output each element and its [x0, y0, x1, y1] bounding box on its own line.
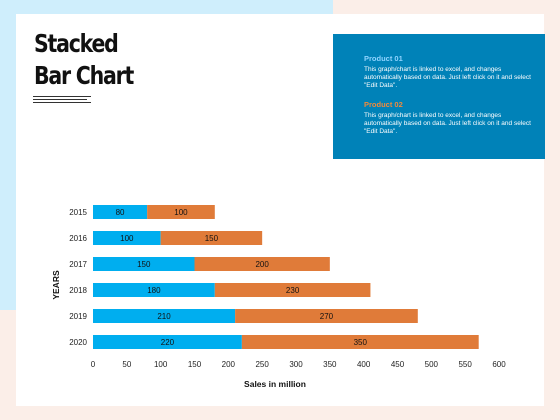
y-axis-label: YEARS [51, 270, 61, 300]
bar-segment-series-1 [93, 231, 161, 245]
bar-segment-series-2 [194, 257, 330, 271]
x-tick-label: 100 [154, 360, 168, 369]
y-tick-label: 2018 [69, 286, 87, 295]
product-1-text: This graph/chart is linked to excel, and… [364, 66, 531, 89]
bar-segment-series-1 [93, 257, 195, 271]
x-tick-label: 350 [323, 360, 337, 369]
product-1-heading: Product 01 [364, 54, 403, 63]
bar-segment-series-1 [93, 283, 215, 297]
x-tick-label: 550 [458, 360, 472, 369]
x-tick-label: 500 [425, 360, 439, 369]
bar-segment-series-2 [147, 205, 215, 219]
product-2-text: This graph/chart is linked to excel, and… [364, 112, 531, 135]
x-tick-label: 450 [391, 360, 405, 369]
bar-segment-series-1 [93, 335, 242, 349]
info-box: Product 01 This graph/chart is linked to… [333, 34, 545, 159]
data-label: 100 [174, 208, 188, 217]
data-label: 150 [137, 260, 151, 269]
title-decoration-lines [33, 96, 93, 105]
y-tick-label: 2015 [69, 208, 87, 217]
x-tick-label: 600 [492, 360, 506, 369]
slide-title: Stacked Bar Chart [34, 28, 134, 92]
x-tick-label: 250 [255, 360, 269, 369]
data-label: 230 [286, 286, 300, 295]
x-tick-label: 400 [357, 360, 371, 369]
y-tick-label: 2020 [69, 338, 87, 347]
bar-segment-series-2 [214, 283, 371, 297]
x-tick-label: 150 [188, 360, 202, 369]
data-label: 200 [255, 260, 269, 269]
data-label: 350 [354, 338, 368, 347]
bar-segment-series-1 [93, 205, 148, 219]
data-label: 80 [116, 208, 125, 217]
x-tick-label: 300 [289, 360, 303, 369]
data-label: 150 [205, 234, 219, 243]
data-label: 210 [157, 312, 171, 321]
bar-segment-series-2 [160, 231, 263, 245]
title-line-1: Stacked [34, 29, 119, 58]
x-axis-label: Sales in million [244, 379, 306, 389]
x-tick-label: 50 [122, 360, 131, 369]
product-2-heading: Product 02 [364, 100, 403, 109]
bar-segment-series-2 [235, 309, 418, 323]
bar-segment-series-1 [93, 309, 236, 323]
data-label: 100 [120, 234, 134, 243]
x-tick-label: 0 [91, 360, 96, 369]
y-tick-label: 2017 [69, 260, 87, 269]
data-label: 180 [147, 286, 161, 295]
title-line-2: Bar Chart [34, 61, 134, 90]
data-label: 270 [320, 312, 334, 321]
bar-segment-series-2 [241, 335, 479, 349]
x-tick-label: 200 [222, 360, 236, 369]
y-tick-label: 2019 [69, 312, 87, 321]
y-tick-label: 2016 [69, 234, 87, 243]
data-label: 220 [161, 338, 175, 347]
